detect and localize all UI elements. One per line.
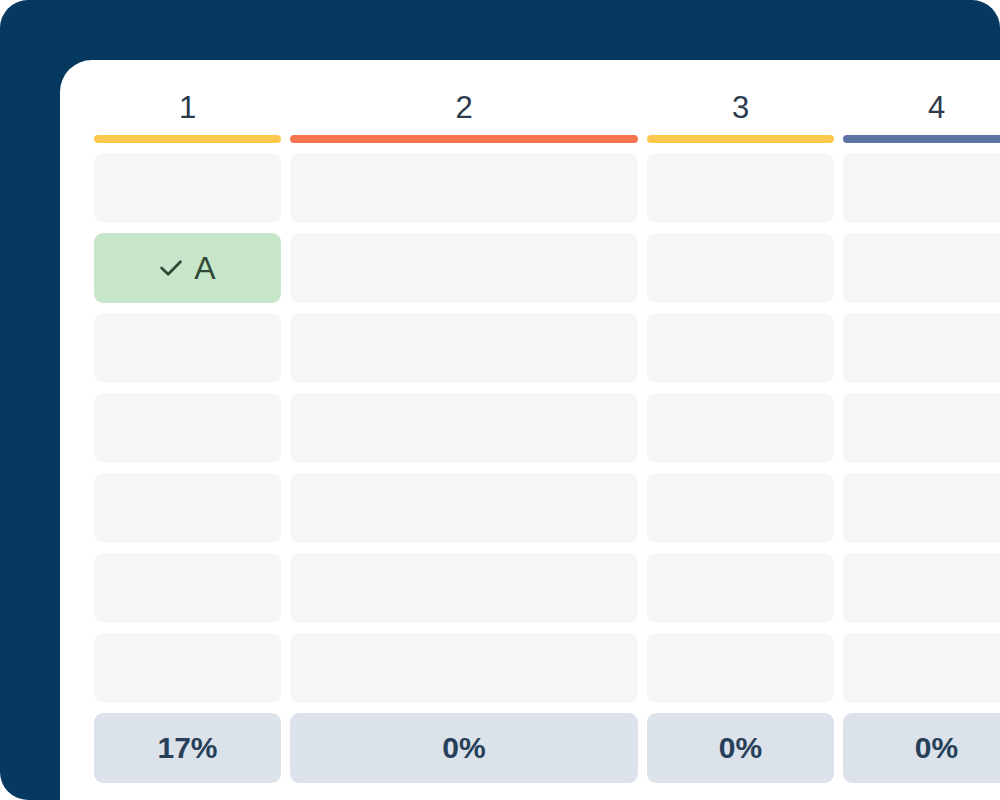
- correct-answer-label: A: [194, 250, 215, 287]
- answer-cell: [647, 553, 834, 623]
- question-color-bar: [843, 135, 1000, 143]
- answer-cell: [647, 313, 834, 383]
- answer-cell: [843, 633, 1000, 703]
- answer-cell: [290, 153, 638, 223]
- question-color-bar: [647, 135, 834, 143]
- answer-cell: [94, 153, 281, 223]
- answer-cell: [647, 233, 834, 303]
- question-column-3: 3 0%: [647, 60, 834, 783]
- answer-cell: [290, 473, 638, 543]
- question-color-bar: [290, 135, 638, 143]
- answer-cell: [290, 633, 638, 703]
- answer-cell: [290, 313, 638, 383]
- answer-cell: [843, 233, 1000, 303]
- question-column-1: 1 A 17%: [94, 60, 281, 783]
- question-number: 3: [647, 60, 834, 135]
- question-number: 1: [94, 60, 281, 135]
- answer-cell: [843, 553, 1000, 623]
- correct-percentage-cell: 0%: [843, 713, 1000, 783]
- answer-cell: [647, 633, 834, 703]
- answer-cell: [94, 553, 281, 623]
- answer-cell: [290, 233, 638, 303]
- question-number: 4: [843, 60, 1000, 135]
- correct-percentage-cell: 0%: [290, 713, 638, 783]
- answer-cell: [290, 553, 638, 623]
- correct-percentage-cell: 0%: [647, 713, 834, 783]
- results-card: 1 A 17% 2 0% 3 0% 4 0%: [60, 60, 1000, 800]
- answer-cell: [647, 473, 834, 543]
- answer-cell: [94, 313, 281, 383]
- app-window: 1 A 17% 2 0% 3 0% 4 0%: [0, 0, 1000, 800]
- answer-cell: [843, 473, 1000, 543]
- correct-percentage-cell: 17%: [94, 713, 281, 783]
- answer-cell: [843, 153, 1000, 223]
- question-column-4: 4 0%: [843, 60, 1000, 783]
- answer-cell: [94, 633, 281, 703]
- question-color-bar: [94, 135, 281, 143]
- answer-cell: [843, 393, 1000, 463]
- question-column-2: 2 0%: [290, 60, 638, 783]
- correct-answer-cell: A: [94, 233, 281, 303]
- answer-grid: 1 A 17% 2 0% 3 0% 4 0%: [94, 60, 1000, 783]
- answer-cell: [647, 393, 834, 463]
- answer-cell: [647, 153, 834, 223]
- question-number: 2: [290, 60, 638, 135]
- check-icon: [159, 259, 183, 277]
- answer-cell: [843, 313, 1000, 383]
- answer-cell: [290, 393, 638, 463]
- answer-cell: [94, 473, 281, 543]
- answer-cell: [94, 393, 281, 463]
